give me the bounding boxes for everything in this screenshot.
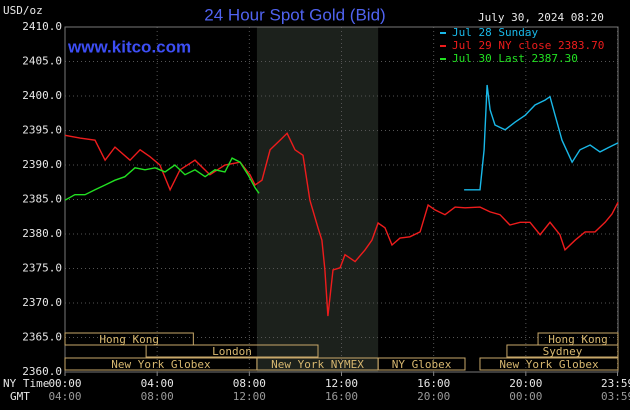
session-label: New York NYMEX — [271, 358, 364, 371]
session-label: New York Globex — [111, 358, 211, 371]
x-tick-label: 00:00 — [48, 377, 81, 390]
legend-label: Jul 30 Last 2387.30 — [452, 52, 578, 65]
y-tick-label: 2375.0 — [22, 262, 62, 275]
x-row-label: NY Time — [3, 377, 49, 390]
x-tick-label: 12:00 — [325, 377, 358, 390]
legend-label: Jul 29 NY close 2383.70 — [452, 39, 604, 52]
session-box — [506, 344, 619, 358]
y-tick-label: 2410.0 — [22, 20, 62, 33]
x-tick-label-gmt: 08:00 — [141, 390, 174, 403]
timestamp: July 30, 2024 08:20 — [478, 11, 604, 24]
y-tick-label: 2405.0 — [22, 55, 62, 68]
y-tick-label: 2390.0 — [22, 158, 62, 171]
y-tick-label: 2400.0 — [22, 89, 62, 102]
session-label: Sydney — [543, 345, 583, 358]
session-box — [377, 357, 466, 371]
x-tick-label-gmt: 00:00 — [509, 390, 542, 403]
y-tick-label: 2395.0 — [22, 124, 62, 137]
session-label: New York Globex — [499, 358, 599, 371]
session-label: London — [212, 345, 252, 358]
y-tick-label: 2370.0 — [22, 296, 62, 309]
x-tick-label: 08:00 — [233, 377, 266, 390]
chart-title: 24 Hour Spot Gold (Bid) — [204, 5, 385, 24]
x-tick-label-gmt: 03:59 — [601, 390, 630, 403]
y-tick-label: 2365.0 — [22, 331, 62, 344]
series-line — [464, 84, 619, 191]
y-unit: USD/oz — [3, 4, 43, 17]
x-tick-label-gmt: 16:00 — [325, 390, 358, 403]
legend-label: Jul 28 Sunday — [452, 26, 538, 39]
session-label: Hong Kong — [99, 333, 159, 346]
series-line — [64, 157, 260, 201]
x-tick-label: 20:00 — [509, 377, 542, 390]
y-tick-label: 2385.0 — [22, 193, 62, 206]
session-label: Hong Kong — [548, 333, 608, 346]
x-row-label: GMT — [10, 390, 30, 403]
watermark: www.kitco.com — [67, 37, 191, 56]
x-tick-label-gmt: 12:00 — [233, 390, 266, 403]
session-box — [145, 344, 319, 358]
x-tick-label: 23:59 — [601, 377, 630, 390]
session-box — [479, 357, 619, 371]
x-tick-label-gmt: 20:00 — [417, 390, 450, 403]
x-tick-label: 16:00 — [417, 377, 450, 390]
y-tick-label: 2380.0 — [22, 227, 62, 240]
session-box — [64, 332, 194, 346]
x-tick-label-gmt: 04:00 — [48, 390, 81, 403]
y-tick-label: 2360.0 — [22, 365, 62, 378]
x-tick-label: 04:00 — [141, 377, 174, 390]
session-label: NY Globex — [392, 358, 452, 371]
